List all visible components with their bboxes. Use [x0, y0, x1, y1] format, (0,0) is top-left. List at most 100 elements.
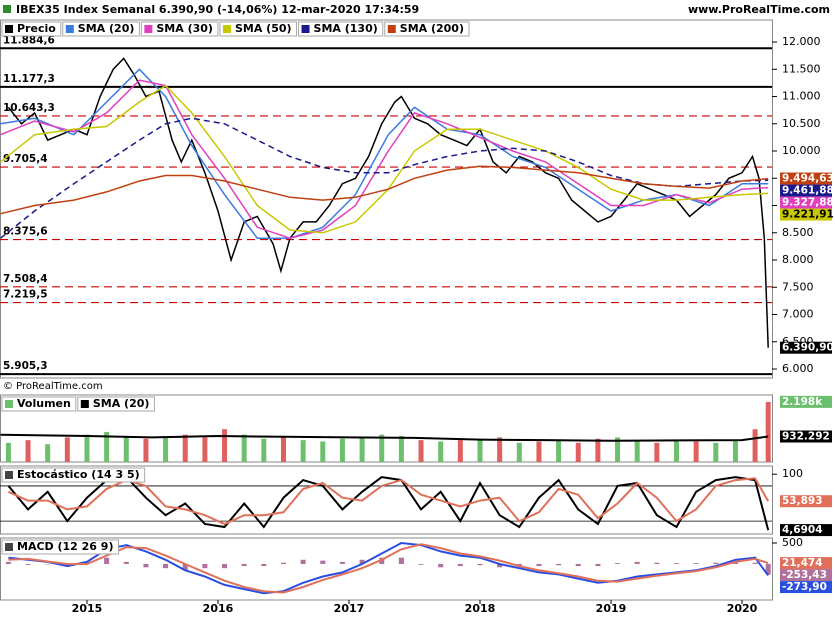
bar [280, 437, 286, 462]
bar [104, 431, 110, 462]
y-tick-label: 500 [782, 536, 803, 549]
legend-label: SMA (200) [400, 22, 464, 35]
y-tick-label: 10.500 [782, 117, 821, 130]
bar [202, 563, 208, 569]
last-value-box [780, 395, 832, 408]
level-label: 9.705,4 [3, 153, 48, 165]
legend-box [1, 396, 77, 412]
bar [359, 559, 365, 564]
legend-box [140, 21, 219, 37]
bar [556, 563, 562, 566]
bar [163, 436, 169, 462]
bar [25, 563, 31, 565]
bar [673, 563, 679, 564]
last-value-box [780, 172, 832, 185]
bar [418, 563, 424, 565]
bar [595, 563, 601, 567]
legend-swatch [5, 543, 13, 551]
last-value-label: 9.221,91 [782, 209, 834, 221]
legend-box [298, 21, 384, 37]
bar [673, 440, 679, 462]
bar [339, 438, 345, 462]
legend-swatch [5, 400, 13, 408]
bar [556, 440, 562, 462]
last-value-label: 9.494,63 [782, 173, 834, 185]
bar [634, 561, 640, 564]
legend-swatch [301, 25, 310, 33]
bar [5, 561, 11, 564]
level-label: 5.905,3 [3, 360, 48, 372]
bar [654, 562, 660, 564]
series-line [0, 165, 769, 215]
bar [477, 438, 483, 462]
legend-box [384, 21, 470, 37]
level-label: 11.177,3 [3, 73, 55, 85]
level-label: 10.643,3 [3, 102, 55, 114]
last-value-label: 932.292 [782, 431, 830, 443]
bar [241, 563, 247, 567]
y-tick-label: 6.000 [782, 362, 814, 375]
series-line [0, 79, 769, 239]
last-value-label: 2.198k [782, 396, 823, 408]
last-value-box [780, 569, 832, 582]
panel-frame [0, 537, 773, 601]
last-value-box [780, 581, 832, 594]
legend-label: Estocástico (14 3 5) [17, 468, 140, 481]
bar [418, 440, 424, 462]
x-tick-label: 2020 [727, 602, 758, 615]
x-tick-label: 2016 [203, 602, 234, 615]
legend-label: SMA (130) [314, 22, 378, 35]
legend-label: SMA (50) [235, 22, 292, 35]
bar [64, 563, 70, 567]
bar [732, 440, 738, 462]
x-tick-label: 2019 [596, 602, 627, 615]
bar [379, 434, 385, 462]
legend-box [1, 21, 62, 37]
series-line [8, 543, 769, 594]
y-tick-label: 10.000 [782, 144, 821, 157]
last-value-box [780, 557, 832, 570]
last-value-label: 9.461,88 [782, 185, 834, 197]
bar [45, 444, 51, 462]
bar [222, 429, 228, 462]
bar [693, 441, 699, 462]
bar [752, 562, 758, 564]
x-tick-label: 2017 [334, 602, 365, 615]
bar [123, 561, 129, 564]
level-label: 7.508,4 [3, 273, 48, 285]
y-tick-label: 11.000 [782, 90, 821, 103]
header-icon [3, 5, 11, 13]
bar [654, 442, 660, 462]
bar [615, 563, 621, 564]
bar [693, 563, 699, 564]
panel-frame [0, 19, 773, 379]
legend-swatch [144, 25, 153, 33]
bar [398, 436, 404, 462]
last-value-box [780, 208, 832, 221]
bar [25, 440, 31, 462]
level-label: 11.884,6 [3, 34, 55, 46]
bar [64, 437, 70, 462]
bar [359, 437, 365, 462]
last-value-label: 6.390,90 [782, 342, 834, 354]
bar [752, 429, 758, 462]
bar [516, 563, 522, 567]
last-value-box [780, 524, 832, 537]
panel-frame [0, 394, 773, 463]
bar [261, 438, 267, 462]
legend-swatch [65, 25, 74, 33]
bar [261, 563, 267, 567]
bar [202, 437, 208, 462]
bar [5, 442, 11, 462]
legend-label: MACD (12 26 9) [17, 540, 113, 553]
bar [497, 437, 503, 462]
x-tick-label: 2018 [465, 602, 496, 615]
y-tick-label: 12.000 [782, 35, 821, 48]
legend-box [77, 396, 155, 412]
bar [398, 557, 404, 564]
bar [300, 440, 306, 462]
legend-box [219, 21, 298, 37]
bar [457, 563, 463, 567]
x-tick-label: 2015 [72, 602, 103, 615]
